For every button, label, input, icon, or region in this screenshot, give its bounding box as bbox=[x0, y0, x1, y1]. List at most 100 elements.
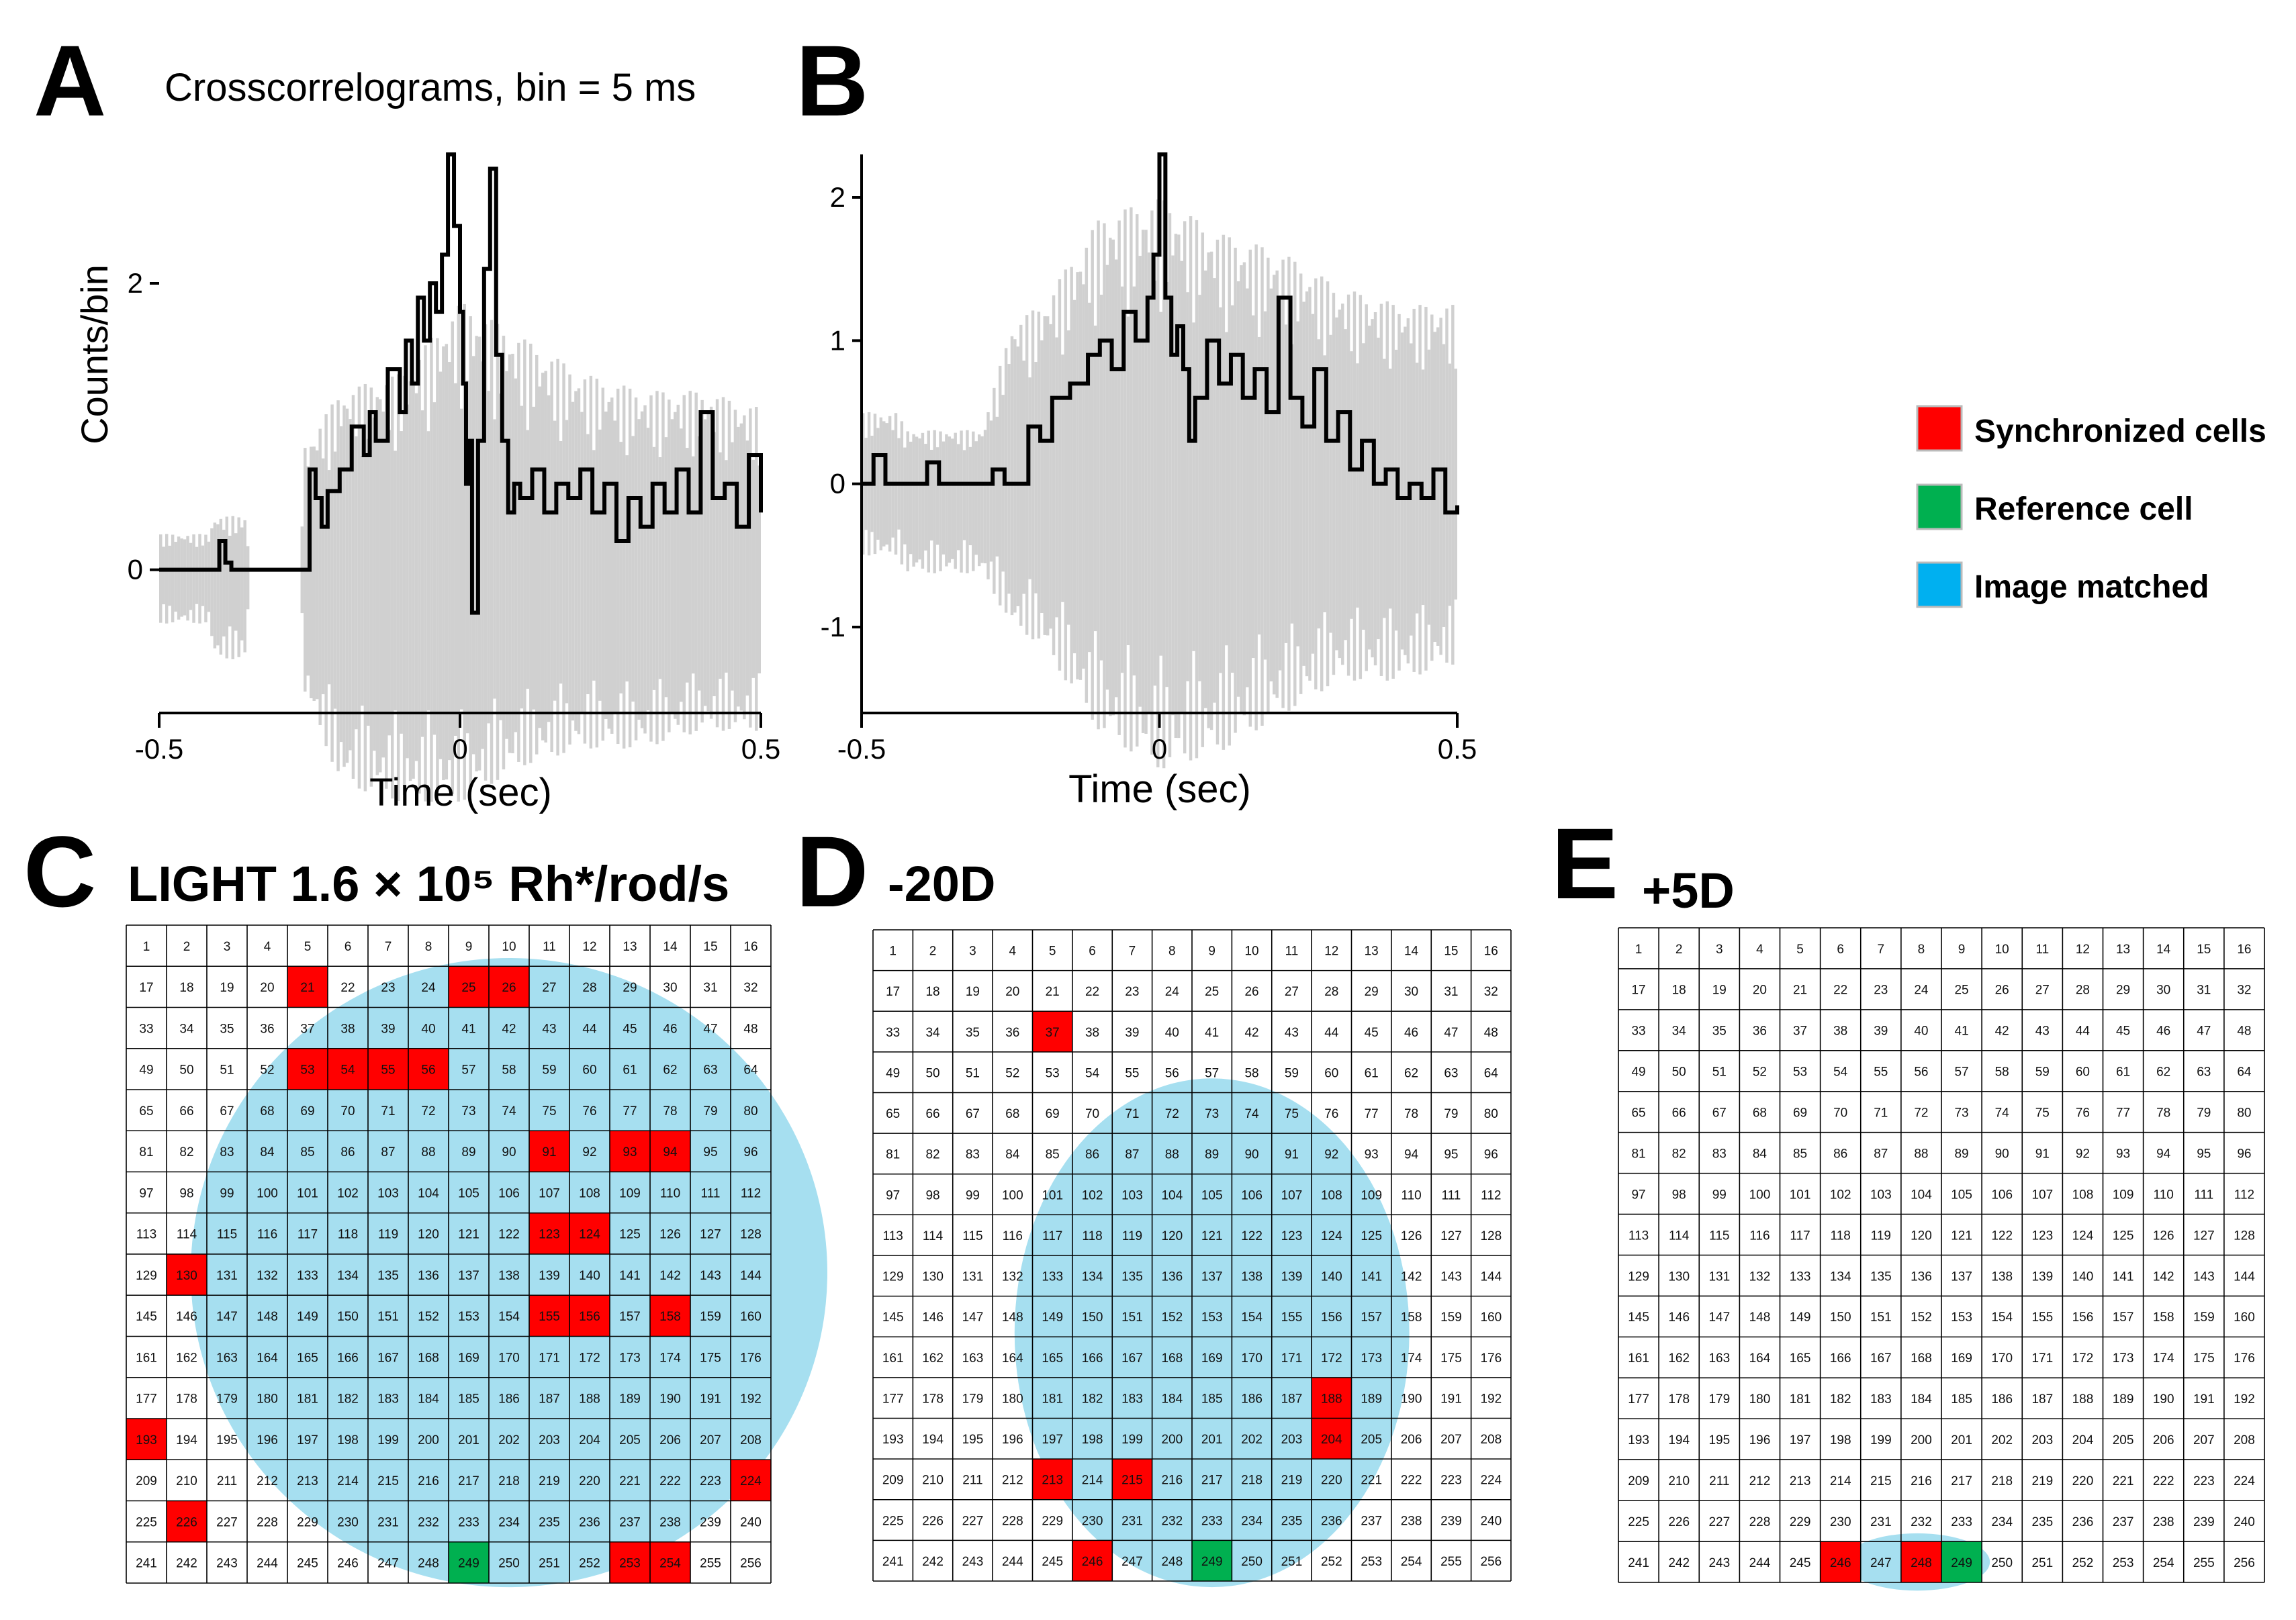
cell-number: 255 bbox=[700, 1557, 721, 1571]
cell-number: 188 bbox=[579, 1392, 600, 1407]
cell-number: 34 bbox=[179, 1022, 194, 1036]
band-bar bbox=[731, 442, 734, 691]
band-bar bbox=[1371, 319, 1374, 658]
band-bar bbox=[1296, 321, 1299, 647]
cell-number: 186 bbox=[1241, 1392, 1262, 1406]
band-bar bbox=[159, 534, 163, 623]
cell-number: 80 bbox=[743, 1104, 757, 1118]
cell-number: 242 bbox=[922, 1555, 944, 1569]
cell-number: 146 bbox=[176, 1310, 197, 1324]
band-bar bbox=[1263, 311, 1267, 660]
cell-number: 165 bbox=[1042, 1351, 1063, 1366]
cell-number: 245 bbox=[297, 1557, 318, 1571]
legend-label-sync: Synchronized cells bbox=[1974, 414, 2266, 449]
band-bar bbox=[1314, 278, 1318, 689]
cell-number: 154 bbox=[1241, 1311, 1262, 1325]
y-tick-label-a: 0 bbox=[128, 554, 143, 585]
cell-number: 218 bbox=[1991, 1474, 2013, 1488]
band-bar bbox=[930, 449, 933, 541]
band-bar bbox=[1103, 223, 1106, 728]
cell-number: 35 bbox=[966, 1026, 980, 1040]
panel-label-b: B bbox=[796, 24, 868, 137]
band-bar bbox=[751, 459, 755, 678]
cell-number: 119 bbox=[1122, 1229, 1142, 1243]
cell-number: 137 bbox=[458, 1269, 479, 1283]
band-bar bbox=[493, 419, 496, 699]
synchronized-cell bbox=[1032, 1011, 1072, 1052]
cell-number: 2 bbox=[183, 940, 191, 954]
cell-number: 155 bbox=[1281, 1311, 1303, 1325]
cell-number: 197 bbox=[1790, 1433, 1811, 1447]
cell-number: 102 bbox=[337, 1186, 359, 1200]
cell-number: 56 bbox=[421, 1063, 435, 1078]
cell-number: 223 bbox=[1440, 1474, 1462, 1488]
band-bar bbox=[465, 381, 469, 734]
cell-number: 116 bbox=[1003, 1229, 1023, 1243]
cell-number: 191 bbox=[700, 1392, 721, 1407]
band-bar bbox=[906, 431, 909, 572]
cell-number: 161 bbox=[136, 1351, 157, 1365]
cell-number: 48 bbox=[1484, 1026, 1498, 1040]
cell-number: 168 bbox=[1161, 1351, 1183, 1366]
cell-number: 92 bbox=[582, 1145, 596, 1159]
cell-number: 230 bbox=[337, 1515, 359, 1529]
cell-number: 37 bbox=[1046, 1026, 1060, 1040]
cell-number: 255 bbox=[2193, 1556, 2215, 1570]
cell-number: 198 bbox=[1830, 1433, 1851, 1447]
band-bar bbox=[1439, 318, 1442, 655]
band-bar bbox=[610, 397, 614, 734]
cell-number: 118 bbox=[1082, 1229, 1102, 1243]
cell-number: 75 bbox=[542, 1104, 556, 1118]
cell-number: 199 bbox=[377, 1433, 399, 1447]
cell-number: 91 bbox=[2035, 1147, 2050, 1161]
cell-number: 2 bbox=[1675, 943, 1683, 957]
cell-number: 96 bbox=[2237, 1147, 2251, 1161]
cell-number: 233 bbox=[1201, 1514, 1223, 1528]
band-bar bbox=[745, 440, 749, 696]
cell-number: 123 bbox=[2031, 1229, 2053, 1243]
cell-number: 5 bbox=[1049, 945, 1056, 959]
cell-number: 51 bbox=[966, 1066, 980, 1080]
cell-number: 191 bbox=[2193, 1392, 2215, 1407]
synchronized-cell bbox=[449, 966, 489, 1008]
legend: Synchronized cells Reference cell Image … bbox=[1916, 405, 2266, 608]
x-tick-label-a: 0 bbox=[452, 733, 467, 765]
cell-number: 158 bbox=[1401, 1311, 1422, 1325]
cell-number: 160 bbox=[1480, 1311, 1502, 1325]
band-bar bbox=[1043, 316, 1046, 635]
band-bar bbox=[999, 365, 1002, 606]
cell-number: 155 bbox=[539, 1310, 560, 1324]
cell-number: 194 bbox=[1668, 1433, 1690, 1447]
cell-number: 247 bbox=[377, 1557, 399, 1571]
cell-number: 200 bbox=[1161, 1433, 1183, 1447]
cell-number: 184 bbox=[1911, 1392, 1932, 1407]
cell-number: 231 bbox=[1870, 1515, 1892, 1529]
cell-number: 182 bbox=[1830, 1392, 1851, 1407]
cell-number: 38 bbox=[340, 1022, 355, 1036]
cell-number: 50 bbox=[179, 1063, 193, 1078]
band-bar bbox=[1093, 325, 1097, 632]
cell-number: 171 bbox=[539, 1351, 560, 1365]
cell-number: 142 bbox=[2153, 1270, 2174, 1284]
cell-number: 224 bbox=[740, 1474, 762, 1488]
cell-number: 112 bbox=[2234, 1188, 2254, 1202]
cell-number: 232 bbox=[1161, 1514, 1183, 1528]
band-bar bbox=[448, 362, 451, 761]
reference-cell bbox=[449, 1541, 489, 1583]
band-bar bbox=[995, 416, 999, 557]
cell-number: 17 bbox=[1631, 984, 1645, 998]
cell-number: 131 bbox=[1708, 1270, 1730, 1284]
band-bar bbox=[962, 450, 966, 540]
ticks-a: -0.5 0 0.5 0 2 bbox=[128, 267, 781, 765]
band-bar bbox=[715, 399, 719, 728]
cell-number: 170 bbox=[1241, 1351, 1262, 1366]
band-bar bbox=[568, 374, 571, 745]
cell-number: 170 bbox=[498, 1351, 520, 1365]
x-tick-label-a: -0.5 bbox=[135, 733, 183, 765]
cell-number: 186 bbox=[1991, 1392, 2013, 1407]
band-bar bbox=[406, 404, 409, 759]
cell-number: 63 bbox=[2197, 1065, 2211, 1080]
cell-number: 132 bbox=[257, 1269, 278, 1283]
cell-number: 228 bbox=[1749, 1515, 1771, 1529]
